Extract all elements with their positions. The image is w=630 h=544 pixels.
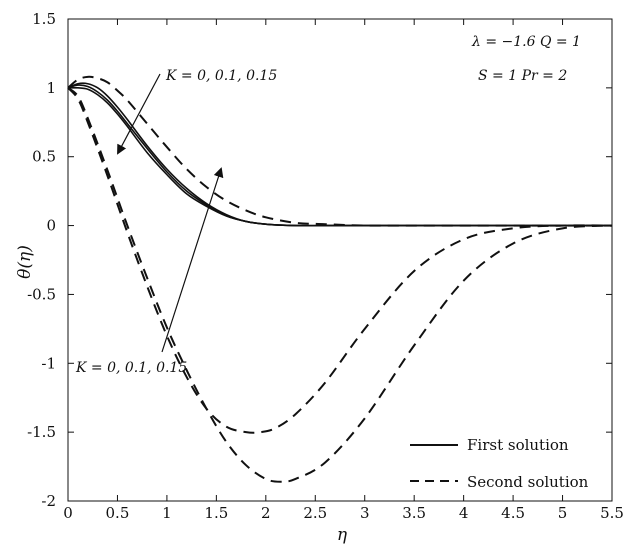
second-solution-line-4	[67, 87, 613, 434]
x-tick-label: 5	[558, 504, 568, 522]
legend-first-solution: First solution	[467, 436, 569, 454]
legend-box	[402, 425, 602, 495]
x-tick-label: 0	[63, 504, 73, 522]
y-tick-label: 0	[46, 217, 56, 235]
x-tick-label: 0.5	[106, 504, 130, 522]
tick-labels-layer: 0 0.5 1 1.5 2 2.5 3 3.5 4 4.5 5 5.5 1.5 1 0.5 0 -0.5 -1 -1…	[27, 10, 624, 522]
x-tick-label: 5.5	[600, 504, 624, 522]
series-layer	[67, 75, 613, 483]
y-tick-label: 0.5	[32, 148, 56, 166]
y-tick-label: 1	[46, 79, 56, 97]
y-tick-label: -1.5	[27, 423, 56, 441]
plot-frame	[67, 18, 613, 502]
x-tick-label: 4	[459, 504, 469, 522]
second-solution-line-5	[67, 87, 613, 483]
annotation-bottom-k: K = 0, 0.1, 0.15	[75, 360, 187, 376]
annotation-top-k: K = 0, 0.1, 0.15	[165, 68, 277, 84]
x-tick-label: 3.5	[402, 504, 426, 522]
x-axis-label: η	[337, 525, 348, 544]
x-tick-label: 3	[360, 504, 370, 522]
y-tick-label: 1.5	[32, 10, 56, 28]
x-tick-label: 1	[162, 504, 172, 522]
legend: First solution Second solution	[402, 425, 602, 495]
arrow-top	[117, 73, 161, 155]
params-line-1: λ = −1.6 Q = 1	[471, 34, 581, 50]
legend-second-solution: Second solution	[467, 473, 589, 491]
arrow-bottom	[161, 167, 224, 353]
x-tick-label: 2	[261, 504, 271, 522]
tick-marks-layer	[67, 18, 613, 502]
y-axis-label: θ(η)	[15, 245, 35, 279]
params-line-2: S = 1 Pr = 2	[478, 68, 567, 84]
second-solution-line-3	[67, 75, 612, 227]
y-tick-label: -2	[41, 492, 56, 510]
y-tick-label: -0.5	[27, 285, 56, 303]
x-tick-label: 2.5	[303, 504, 327, 522]
x-tick-label: 4.5	[501, 504, 525, 522]
y-tick-label: -1	[41, 354, 56, 372]
x-tick-label: 1.5	[204, 504, 228, 522]
